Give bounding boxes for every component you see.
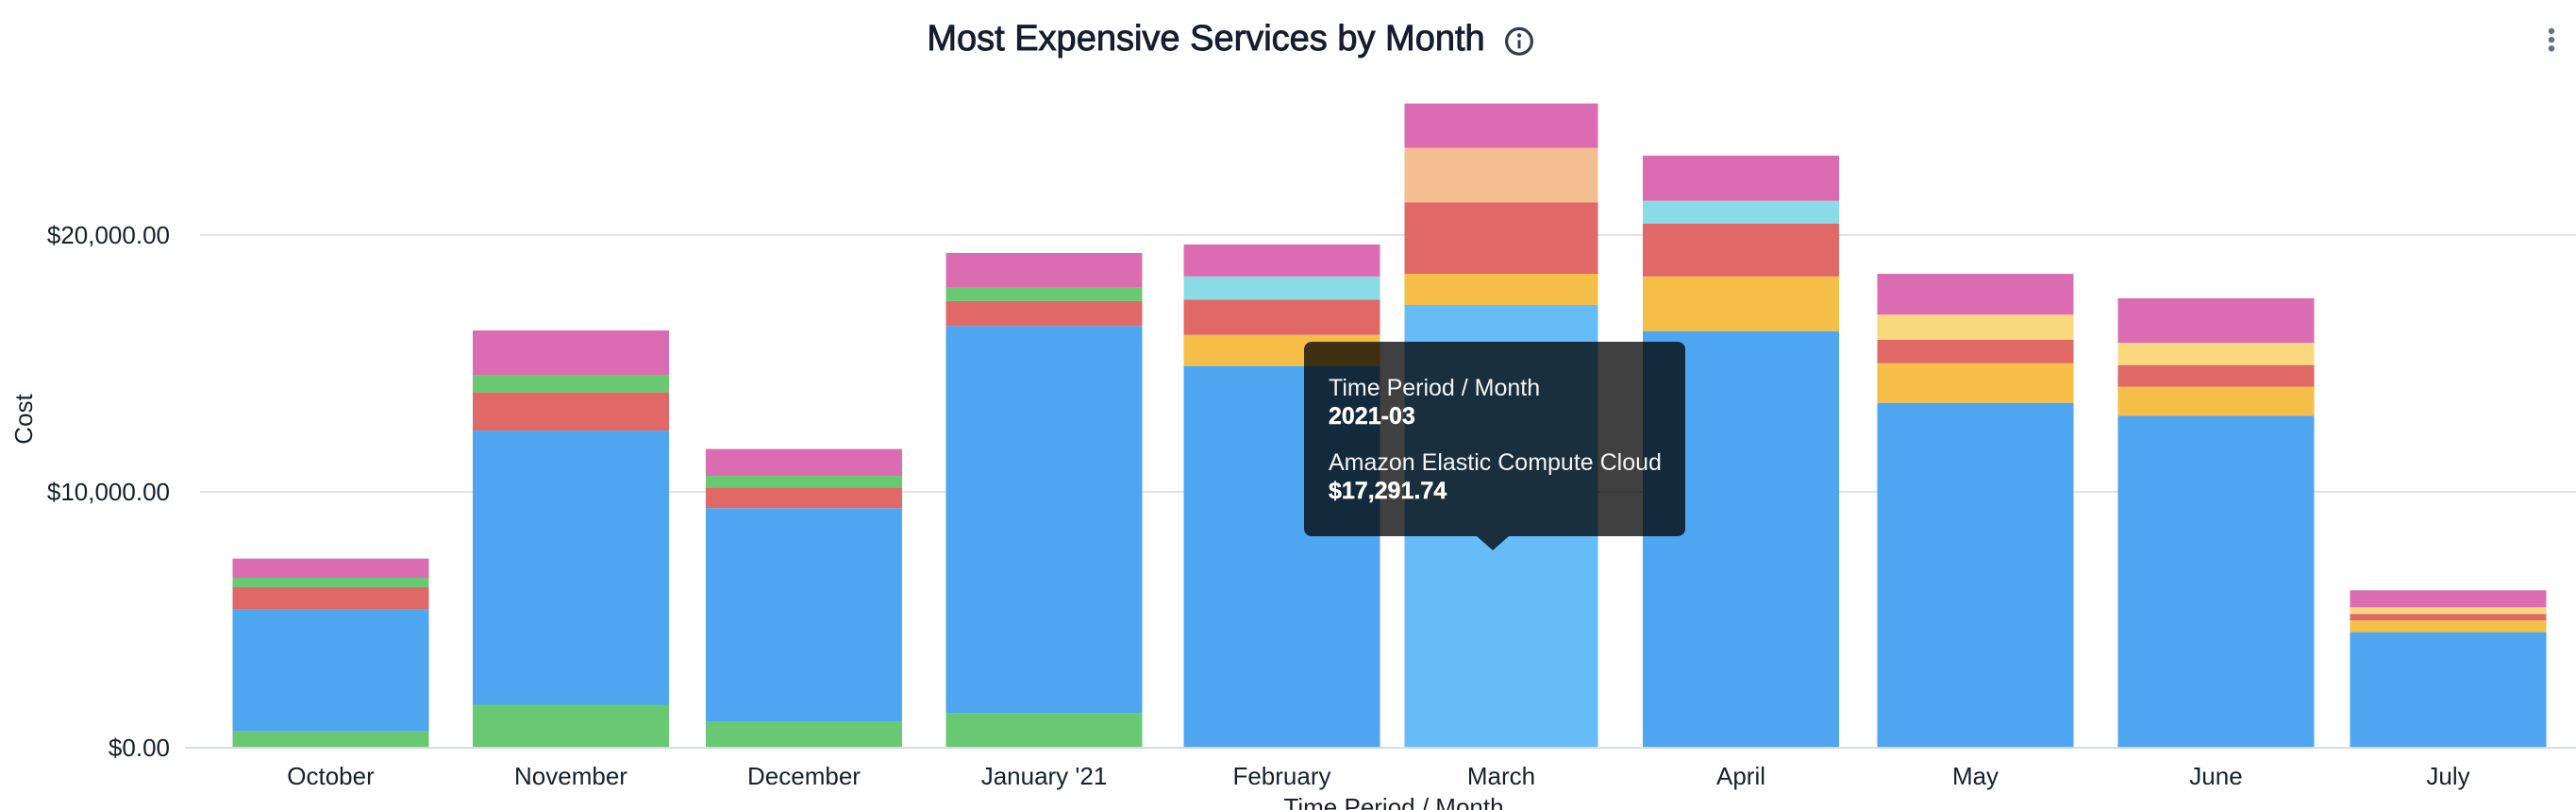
svg-text:May: May [1952,762,1999,790]
svg-text:Cost: Cost [9,393,38,444]
svg-text:Amazon Elastic Compute Cloud: Amazon Elastic Compute Cloud [1329,449,1662,476]
svg-text:April: April [1716,762,1765,790]
svg-text:$20,000.00: $20,000.00 [47,221,170,249]
svg-text:Time Period / Month: Time Period / Month [1283,793,1503,810]
svg-text:March: March [1467,762,1535,790]
svg-text:January '21: January '21 [981,762,1108,790]
svg-text:Most Expensive Services by Mon: Most Expensive Services by Month [927,19,1484,59]
svg-text:2021-03: 2021-03 [1329,403,1415,430]
svg-text:June: June [2189,762,2242,790]
svg-text:Time Period / Month: Time Period / Month [1329,375,1540,401]
svg-text:$0.00: $0.00 [109,734,170,762]
svg-text:December: December [747,762,861,790]
svg-text:July: July [2426,762,2469,790]
svg-text:October: October [287,762,375,790]
svg-text:November: November [514,762,627,790]
svg-text:$17,291.74: $17,291.74 [1329,478,1447,504]
svg-text:$10,000.00: $10,000.00 [47,478,170,506]
svg-text:February: February [1232,762,1330,790]
